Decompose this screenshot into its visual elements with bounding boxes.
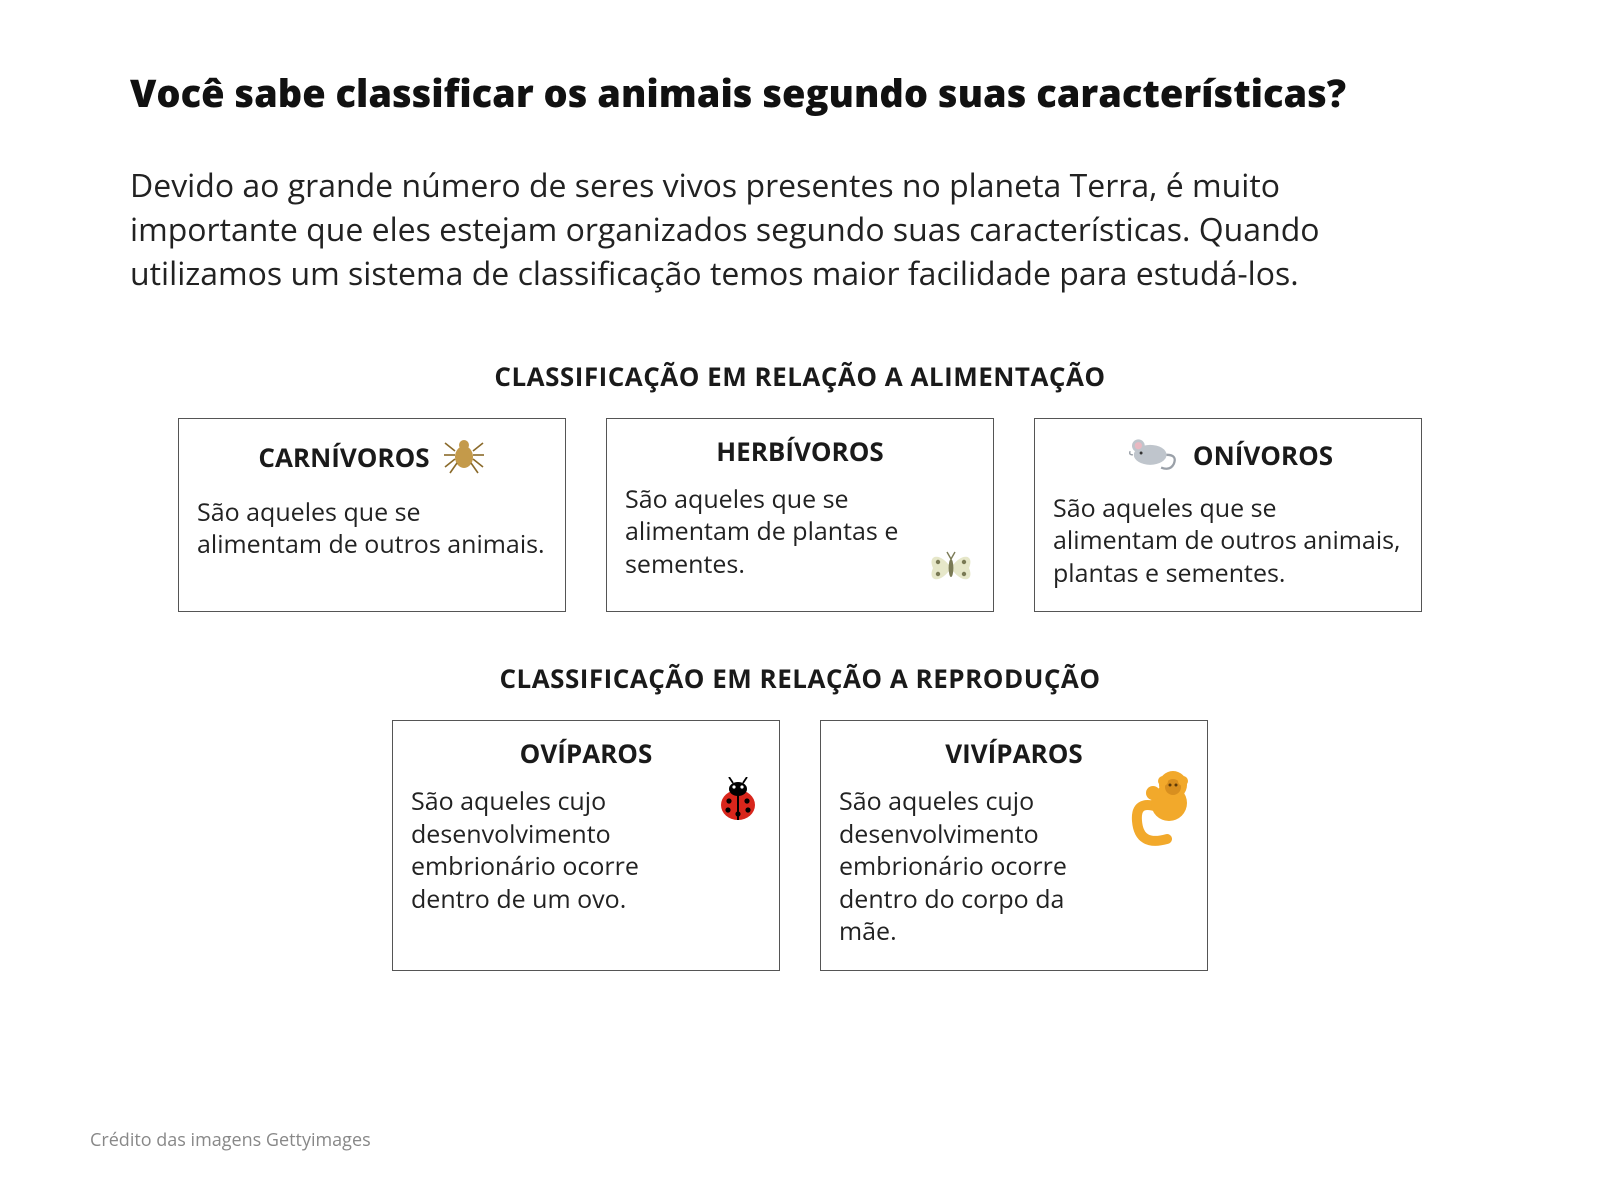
card-body-carnivoros: São aqueles que se alimentam de outros a… [197, 496, 547, 561]
section-heading-food: CLASSIFICAÇÃO EM RELAÇÃO A ALIMENTAÇÃO [130, 358, 1470, 394]
mouse-icon [1123, 433, 1181, 478]
card-oviparos: OVÍPAROS São aqueles cujo desenvolviment… [392, 720, 780, 971]
section-heading-reproduction: CLASSIFICAÇÃO EM RELAÇÃO A REPRODUÇÃO [130, 660, 1470, 696]
intro-paragraph: Devido ao grande número de seres vivos p… [130, 164, 1390, 296]
card-title-oviparos: OVÍPAROS [520, 735, 653, 771]
card-title-onivoros: ONÍVOROS [1193, 437, 1333, 473]
page-title: Você sabe classificar os animais segundo… [130, 70, 1470, 118]
card-body-onivoros: São aqueles que se alimentam de outros a… [1053, 492, 1403, 590]
card-body-oviparos: São aqueles cujo desenvolvimento embrion… [411, 785, 761, 915]
butterfly-icon [927, 544, 975, 597]
card-herbivoros: HERBÍVOROS São aqueles que se alimentam … [606, 418, 994, 613]
spider-icon [442, 433, 486, 482]
card-carnivoros: CARNÍVOROS São aqueles que se alimentam … [178, 418, 566, 613]
card-title-carnivoros: CARNÍVOROS [258, 439, 429, 475]
card-viviparos: VIVÍPAROS São aqueles cujo desenvolvimen… [820, 720, 1208, 971]
ladybug-icon [713, 777, 763, 832]
card-body-herbivoros: São aqueles que se alimentam de plantas … [625, 483, 975, 581]
monkey-icon [1127, 769, 1197, 854]
card-onivoros: ONÍVOROS São aqueles que se alimentam de… [1034, 418, 1422, 613]
food-cards-row: CARNÍVOROS São aqueles que se alimentam … [130, 418, 1470, 613]
card-title-herbivoros: HERBÍVOROS [716, 433, 883, 469]
image-credit: Crédito das imagens Gettyimages [90, 1128, 371, 1152]
card-title-viviparos: VIVÍPAROS [945, 735, 1082, 771]
reproduction-cards-row: OVÍPAROS São aqueles cujo desenvolviment… [130, 720, 1470, 971]
